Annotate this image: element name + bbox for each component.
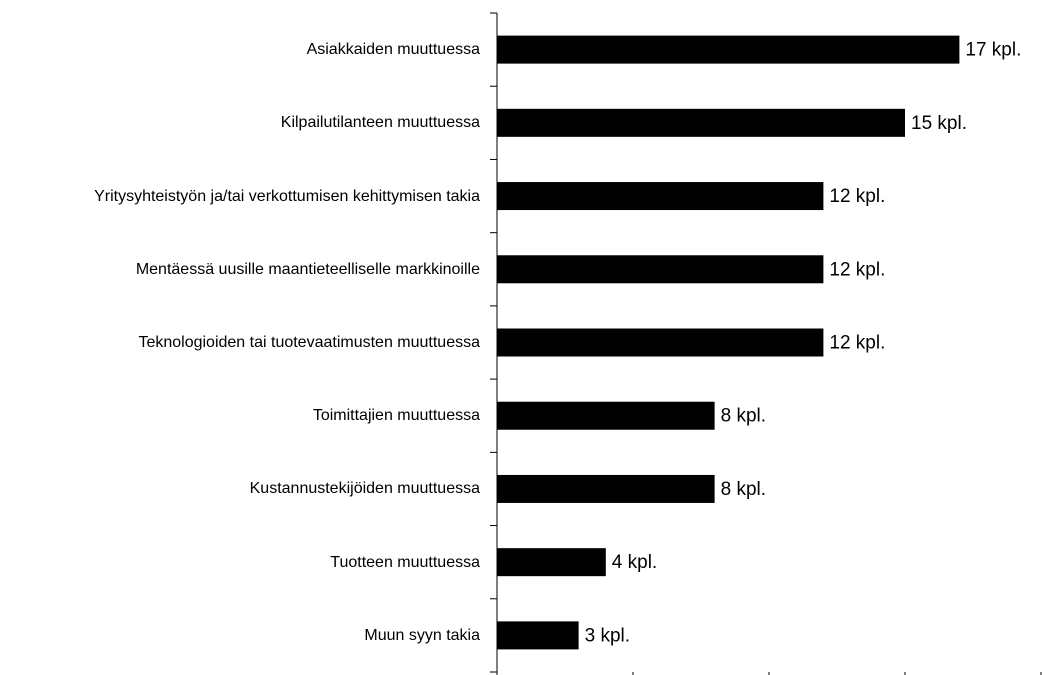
bar	[497, 621, 579, 650]
bar	[497, 108, 905, 137]
value-label: 12 kpl.	[829, 186, 885, 207]
category-label-box: Toimittajien muuttuessa	[0, 379, 480, 452]
category-label-box: Muun syyn takia	[0, 599, 480, 672]
category-label: Yritysyhteistyön ja/tai verkottumisen ke…	[94, 187, 480, 205]
bar	[497, 35, 960, 64]
category-label-box: Teknologioiden tai tuotevaatimusten muut…	[0, 306, 480, 379]
bar	[497, 255, 824, 284]
category-label-box: Yritysyhteistyön ja/tai verkottumisen ke…	[0, 159, 480, 232]
category-label: Kilpailutilanteen muuttuessa	[280, 114, 480, 132]
bar	[497, 182, 824, 211]
value-label: 3 kpl.	[585, 625, 630, 646]
value-label: 4 kpl.	[612, 552, 657, 573]
value-label: 8 kpl.	[721, 406, 766, 427]
category-label-box: Tuotteen muuttuessa	[0, 526, 480, 599]
category-label: Tuotteen muuttuessa	[330, 553, 480, 571]
category-label: Toimittajien muuttuessa	[312, 407, 480, 425]
category-label: Asiakkaiden muuttuessa	[306, 41, 480, 59]
value-label: 12 kpl.	[829, 333, 885, 354]
value-label: 8 kpl.	[721, 479, 766, 500]
value-label: 12 kpl.	[829, 259, 885, 280]
value-label: 17 kpl.	[965, 40, 1021, 61]
category-label: Muun syyn takia	[364, 626, 480, 644]
bar	[497, 474, 715, 503]
category-label-box: Mentäessä uusille maantieteelliselle mar…	[0, 233, 480, 306]
bar	[497, 328, 824, 357]
bar	[497, 548, 606, 577]
category-label: Teknologioiden tai tuotevaatimusten muut…	[138, 333, 480, 351]
category-label-box: Asiakkaiden muuttuessa	[0, 13, 480, 86]
category-label-box: Kustannustekijöiden muuttuessa	[0, 452, 480, 525]
category-label: Kustannustekijöiden muuttuessa	[249, 480, 480, 498]
category-label-box: Kilpailutilanteen muuttuessa	[0, 86, 480, 159]
value-label: 15 kpl.	[911, 113, 967, 134]
bar	[497, 401, 715, 430]
category-label: Mentäessä uusille maantieteelliselle mar…	[135, 260, 480, 278]
